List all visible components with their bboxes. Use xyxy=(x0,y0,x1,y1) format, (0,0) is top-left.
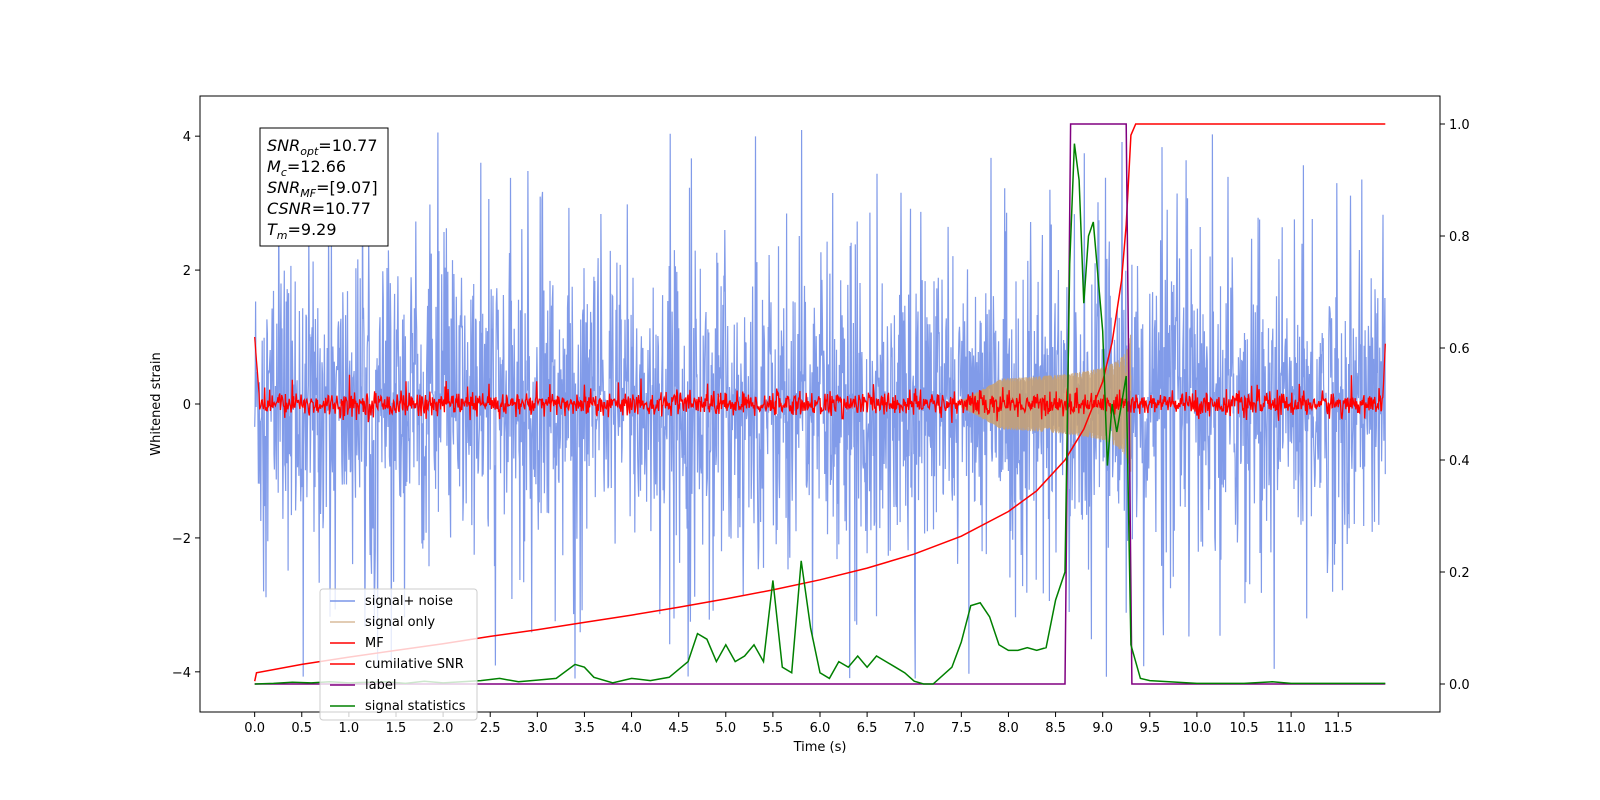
x-tick-label: 3.0 xyxy=(527,721,548,736)
x-tick-label: 11.0 xyxy=(1277,721,1306,736)
legend-label-signal-only: signal only xyxy=(365,615,435,630)
y-tick-label: 4 xyxy=(183,130,191,145)
y-tick-label: −4 xyxy=(172,666,191,681)
annotation-symbol: SNR xyxy=(267,136,300,155)
series-signal-statistics xyxy=(254,143,1386,685)
x-tick-label: 8.0 xyxy=(998,721,1019,736)
y-right-tick-label: 0.6 xyxy=(1449,342,1470,357)
x-tick-label: 9.5 xyxy=(1139,721,1160,736)
y-right-tick-label: 0.0 xyxy=(1449,678,1470,693)
annotation-subscript: c xyxy=(281,166,287,179)
annotation-line: SNRopt=10.77 xyxy=(267,136,378,158)
x-tick-label: 5.5 xyxy=(763,721,784,736)
x-tick-label: 3.5 xyxy=(574,721,595,736)
annotation-subscript: m xyxy=(277,229,288,242)
legend-label-label: label xyxy=(365,678,396,693)
annotation-symbol: SNR xyxy=(267,178,300,197)
y-axis-label: Whitened strain xyxy=(149,352,164,455)
x-tick-label: 2.5 xyxy=(480,721,501,736)
x-tick-label: 1.0 xyxy=(339,721,360,736)
y-right-tick-label: 1.0 xyxy=(1449,118,1470,133)
annotation-symbol: T xyxy=(267,220,278,239)
y-right-tick-label: 0.4 xyxy=(1449,454,1470,469)
y-right-tick-label: 0.8 xyxy=(1449,230,1470,245)
x-tick-label: 11.5 xyxy=(1324,721,1353,736)
annotation-value: =9.29 xyxy=(288,220,337,239)
x-tick-label: 0.5 xyxy=(291,721,312,736)
annotation-value: =10.77 xyxy=(318,136,377,155)
x-tick-label: 9.0 xyxy=(1092,721,1113,736)
x-tick-label: 4.5 xyxy=(668,721,689,736)
y-right-tick-label: 0.2 xyxy=(1449,566,1470,581)
y-tick-label: 0 xyxy=(183,398,191,413)
x-tick-label: 6.0 xyxy=(810,721,831,736)
x-tick-label: 2.0 xyxy=(433,721,454,736)
x-tick-label: 7.0 xyxy=(904,721,925,736)
annotation-value: =12.66 xyxy=(287,157,346,176)
annotation-subscript: MF xyxy=(300,187,316,200)
legend-frame xyxy=(319,588,478,721)
legend-label-mf: MF xyxy=(365,636,384,651)
x-tick-label: 6.5 xyxy=(857,721,878,736)
annotation-line: Tm=9.29 xyxy=(267,220,337,242)
series-mf xyxy=(254,336,1386,423)
y-tick-label: 2 xyxy=(183,264,191,279)
annotation-value: =[9.07] xyxy=(316,178,378,197)
legend: signal+ noise signal only MF cumilative SNR… xyxy=(319,588,478,721)
x-tick-label: 10.5 xyxy=(1230,721,1259,736)
x-tick-label: 0.0 xyxy=(244,721,265,736)
x-tick-label: 7.5 xyxy=(951,721,972,736)
legend-label-cumulative-snr: cumilative SNR xyxy=(365,657,464,672)
annotation-line: CSNR=10.77 xyxy=(267,199,371,218)
x-tick-label: 1.5 xyxy=(386,721,407,736)
axes: 0.0 0.5 1.0 1.5 2.0 2.5 3.0 3.5 4.0 4.5 5.0 5.5 6.0 6… xyxy=(172,118,1470,736)
annotation-frame xyxy=(259,127,389,247)
annotation-subscript: opt xyxy=(300,145,319,158)
x-tick-label: 5.0 xyxy=(715,721,736,736)
legend-label-signal-noise: signal+ noise xyxy=(365,594,453,609)
y-tick-label: −2 xyxy=(172,532,191,547)
legend-label-signal-statistics: signal statistics xyxy=(365,699,466,714)
annotation-line: Mc=12.66 xyxy=(267,157,346,179)
annotation-symbol: CSNR xyxy=(267,199,312,218)
annotation-line: SNRMF=[9.07] xyxy=(267,178,378,200)
x-tick-label: 8.5 xyxy=(1045,721,1066,736)
snr-annotation-box: SNRopt=10.77Mc=12.66SNRMF=[9.07]CSNR=10.… xyxy=(259,127,389,247)
x-tick-label: 4.0 xyxy=(621,721,642,736)
annotation-symbol: M xyxy=(267,157,281,176)
x-tick-label: 10.0 xyxy=(1182,721,1211,736)
annotation-value: =10.77 xyxy=(312,199,371,218)
x-axis-label: Time (s) xyxy=(793,740,847,755)
